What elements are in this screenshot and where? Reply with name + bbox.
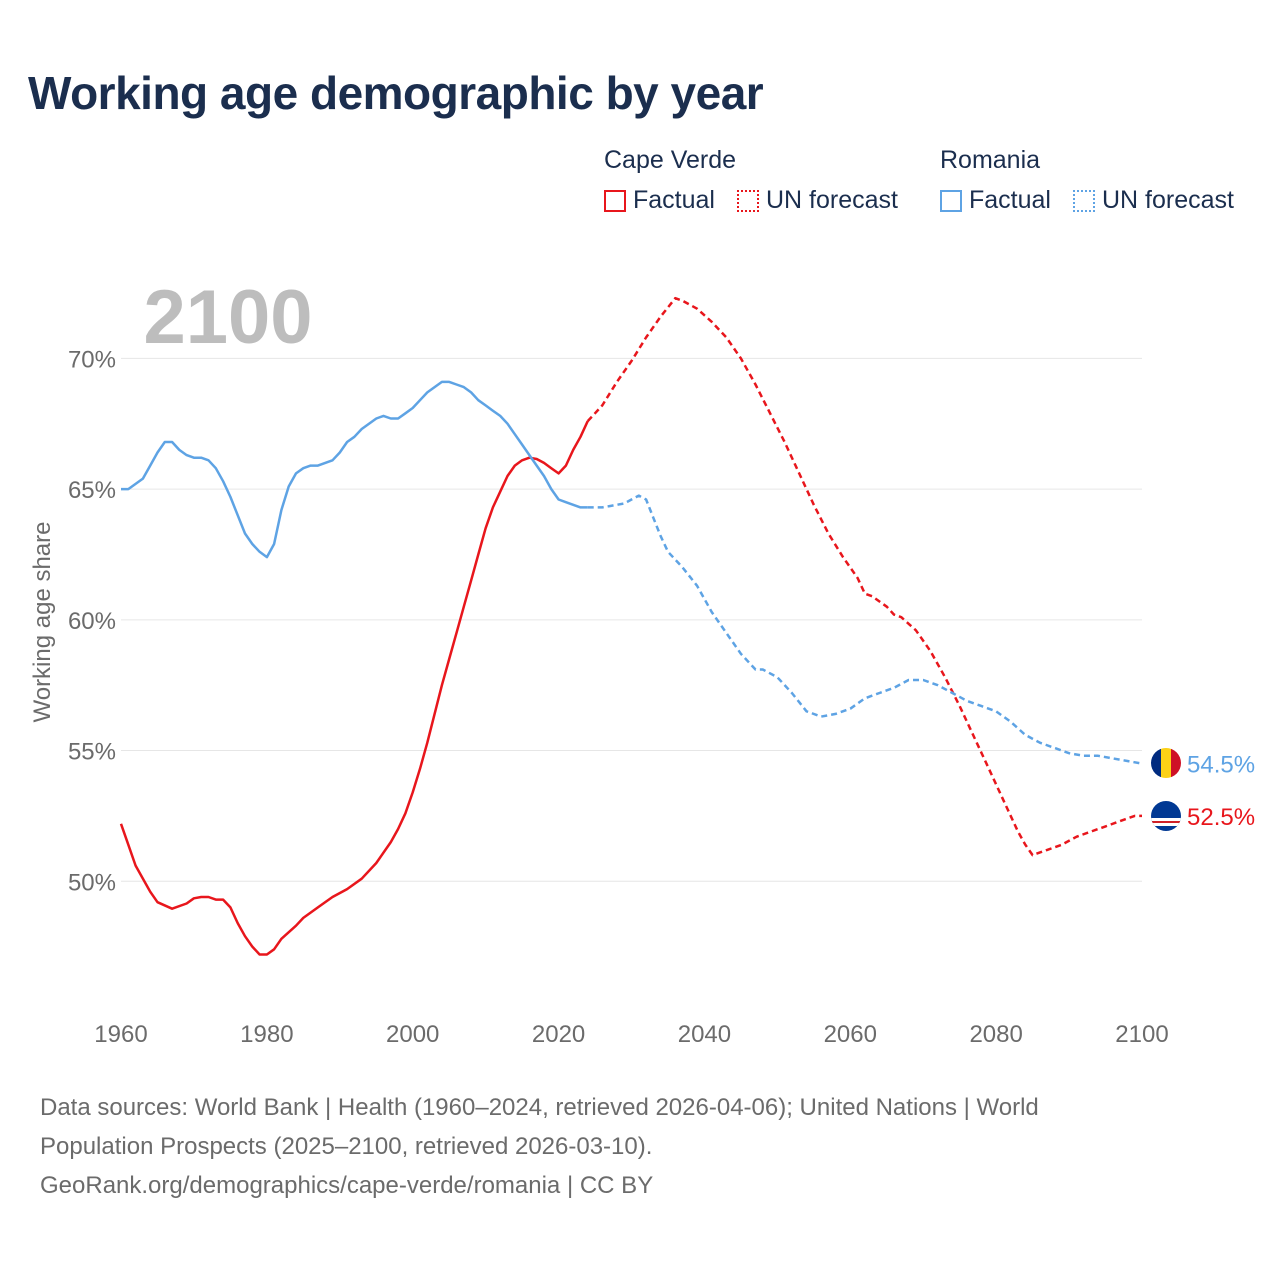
x-tick-label: 2080 — [969, 1021, 1022, 1048]
legend-item-cape-verde-factual[interactable]: Factual — [604, 186, 715, 215]
legend-label: Factual — [633, 186, 715, 214]
x-tick-label: 1980 — [240, 1021, 293, 1048]
cape-verde-end-label: 52.5% — [1187, 804, 1255, 831]
footer-attribution: GeoRank.org/demographics/cape-verde/roma… — [40, 1172, 654, 1199]
x-axis-ticks: 1960 1980 2000 2020 2040 2060 2080 2100 — [94, 1021, 1168, 1048]
y-axis-label: Working age share — [29, 522, 56, 723]
romania-end-label: 54.5% — [1187, 752, 1255, 779]
romania-flag-icon — [1151, 748, 1181, 778]
x-tick-label: 2100 — [1115, 1021, 1168, 1048]
x-tick-label: 2060 — [824, 1021, 877, 1048]
legend-swatch-solid — [604, 189, 626, 212]
legend-swatch-dotted — [737, 189, 759, 212]
cape-verde-factual-line — [119, 420, 589, 956]
chart-title: Working age demographic by year — [28, 67, 764, 119]
y-tick-label: 60% — [68, 608, 116, 635]
year-indicator: 2100 — [143, 275, 312, 360]
x-tick-label: 2000 — [386, 1021, 439, 1048]
cape-verde-flag-icon — [1151, 801, 1181, 831]
y-tick-label: 65% — [68, 477, 116, 504]
legend-label: Factual — [969, 186, 1051, 214]
cape-verde-forecast-line — [586, 296, 1142, 857]
legend-group-title: Romania — [940, 146, 1041, 174]
y-tick-label: 50% — [68, 869, 116, 896]
footer: Data sources: World Bank | Health (1960–… — [40, 1088, 1190, 1205]
grid-lines — [121, 357, 1142, 882]
romania-factual-line — [121, 380, 588, 559]
y-tick-label: 70% — [68, 346, 116, 373]
legend-label: UN forecast — [766, 186, 898, 214]
legend-item-cape-verde-forecast[interactable]: UN forecast — [737, 186, 898, 215]
legend-group-cape-verde: Cape Verde Factual UN forecast — [604, 146, 924, 218]
romania-forecast-line — [587, 494, 1143, 765]
legend-item-romania-factual[interactable]: Factual — [940, 186, 1051, 215]
legend-label: UN forecast — [1102, 186, 1234, 214]
legend-swatch-dotted — [1073, 189, 1095, 212]
footer-sources-line1: Data sources: World Bank | Health (1960–… — [40, 1094, 1039, 1121]
legend-item-romania-forecast[interactable]: UN forecast — [1073, 186, 1234, 215]
y-tick-label: 55% — [68, 739, 116, 766]
x-tick-label: 2020 — [532, 1021, 585, 1048]
legend-swatch-solid — [940, 189, 962, 212]
end-labels: 52.5% 54.5% — [1187, 752, 1255, 831]
y-axis-ticks: 50% 55% 60% 65% 70% — [68, 346, 116, 896]
series-lines — [119, 296, 1143, 956]
legend-group-romania: Romania Factual UN forecast — [940, 146, 1260, 218]
legend-group-title: Cape Verde — [604, 146, 737, 174]
footer-sources-line2: Population Prospects (2025–2100, retriev… — [40, 1133, 653, 1160]
x-tick-label: 1960 — [94, 1021, 147, 1048]
x-tick-label: 2040 — [678, 1021, 731, 1048]
